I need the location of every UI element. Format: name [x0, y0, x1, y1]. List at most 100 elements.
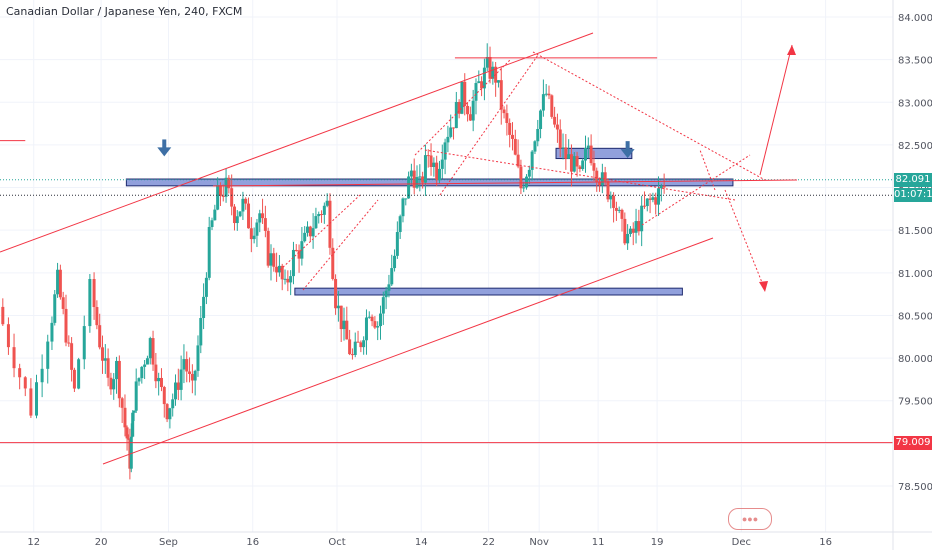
candle-body	[308, 226, 312, 237]
candle-body	[137, 378, 141, 382]
candle-body	[311, 228, 315, 237]
candle-body	[370, 316, 374, 322]
candle-body	[359, 342, 363, 348]
price-label: 01:07:15	[894, 188, 932, 203]
candle-body	[367, 316, 371, 318]
candle-body	[626, 233, 630, 244]
candle-body	[190, 373, 194, 381]
candle-body	[558, 129, 562, 149]
candle-body	[115, 360, 119, 380]
x-tick-label: Nov	[529, 537, 549, 548]
candle-body	[342, 320, 346, 330]
candle-body	[421, 176, 425, 183]
candle-body	[510, 134, 514, 139]
candle-body	[567, 154, 571, 159]
candle-body	[362, 340, 366, 348]
candle-body	[457, 101, 461, 114]
candle-body	[23, 377, 27, 389]
candle-body	[595, 170, 599, 183]
x-tick-label: Oct	[328, 537, 345, 548]
candle-body	[129, 436, 133, 469]
candle-body	[235, 216, 239, 224]
candle-body	[395, 232, 399, 256]
candle-body	[527, 169, 531, 177]
candle-body	[294, 249, 298, 251]
candle-body	[258, 213, 262, 223]
x-tick-label: 16	[246, 537, 259, 548]
candle-body	[440, 159, 444, 169]
candle-body	[143, 364, 147, 367]
candle-body	[232, 206, 236, 224]
candle-body	[631, 228, 635, 233]
candle-body	[561, 147, 565, 149]
candle-body	[46, 341, 50, 369]
candle-body	[241, 198, 245, 212]
candle-body	[98, 325, 102, 348]
candle-body	[125, 427, 129, 439]
candle-body	[18, 368, 22, 378]
candle-body	[216, 185, 220, 210]
candle-body	[393, 255, 397, 269]
candle-body	[70, 343, 74, 370]
x-tick-label: 11	[592, 537, 605, 548]
candle-body	[592, 163, 596, 171]
candle-body	[131, 412, 135, 437]
candle-body	[390, 268, 394, 285]
candle-body	[277, 265, 281, 273]
candle-body	[154, 364, 158, 382]
candle-body	[297, 250, 301, 259]
candle-body	[266, 230, 270, 266]
candle-body	[106, 358, 110, 378]
y-tick-label: 79.500	[898, 397, 932, 408]
candle-body	[61, 297, 65, 309]
candle-body	[600, 172, 604, 186]
candle-body	[541, 94, 545, 111]
candle-body	[387, 284, 391, 291]
candle-body	[598, 182, 602, 186]
y-tick-label: 81.500	[898, 226, 932, 237]
candle-body	[238, 211, 242, 217]
candle-body	[140, 366, 144, 379]
candle-body	[525, 176, 529, 188]
candle-body	[221, 195, 225, 197]
wedge-mid	[424, 149, 736, 201]
candle-body	[275, 266, 279, 273]
candle-body	[586, 145, 590, 149]
candle-body	[435, 162, 439, 181]
candle-body	[381, 297, 385, 314]
candle-body	[575, 156, 579, 167]
candle-body	[404, 198, 408, 200]
candle-body	[269, 253, 273, 266]
candle-body	[218, 185, 222, 196]
candle-body	[334, 278, 338, 309]
candle-body	[322, 205, 326, 215]
candle-body	[213, 209, 217, 221]
candle-body	[305, 226, 309, 233]
candle-body	[249, 228, 253, 240]
candle-body	[491, 66, 495, 79]
candles	[1, 43, 666, 480]
candle-body	[471, 100, 475, 121]
candle-body	[64, 308, 68, 343]
tradingview-logo: ●●●	[728, 508, 772, 530]
candle-body	[196, 345, 200, 371]
candle-body	[171, 399, 175, 409]
candle-body	[345, 320, 349, 340]
down-arrow-icon	[620, 149, 635, 159]
candle-body	[379, 313, 383, 327]
candle-body	[572, 156, 576, 172]
candle-body	[505, 113, 509, 123]
candle-body	[50, 322, 54, 342]
x-tick-label: 14	[415, 537, 428, 548]
candle-body	[92, 279, 96, 308]
candle-body	[496, 80, 500, 83]
candle-body	[443, 142, 447, 160]
candle-body	[519, 166, 523, 189]
candle-body	[286, 278, 290, 283]
flag-upper	[699, 149, 716, 191]
arrow-head-down	[759, 281, 768, 292]
candle-body	[634, 221, 638, 233]
x-tick-label: Sep	[159, 537, 178, 548]
candle-body	[179, 369, 183, 390]
